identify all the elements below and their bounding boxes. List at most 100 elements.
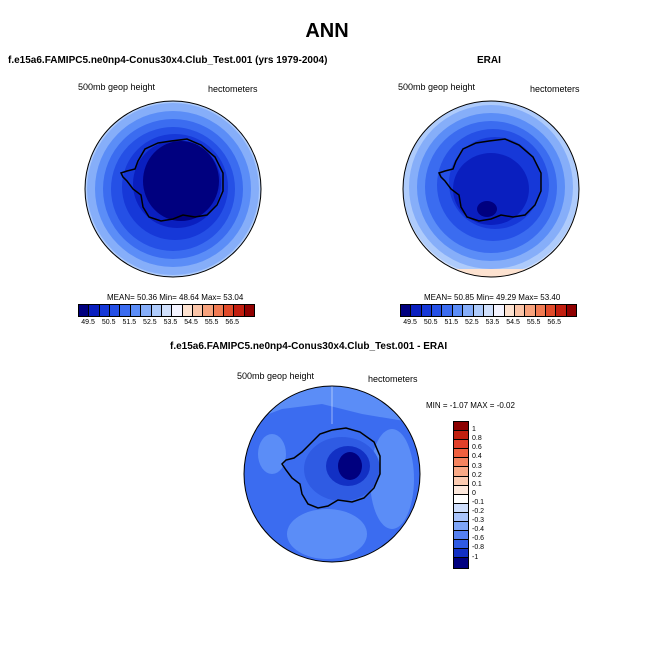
colorbar-tick-label: 53.5 (163, 319, 178, 326)
colorbar-swatch (411, 305, 422, 316)
diff-panel-title: f.e15a6.FAMIPC5.ne0np4-Conus30x4.Club_Te… (170, 341, 448, 352)
colorbar-swatch (454, 485, 468, 495)
colorbar-swatch (454, 549, 468, 559)
colorbar-swatch (454, 522, 468, 532)
antarctica-coastline (119, 138, 224, 222)
colorbar-swatch (244, 305, 255, 316)
colorbar-swatch (454, 458, 468, 468)
colorbar-tick-label: 51.5 (122, 319, 137, 326)
colorbar-tick-label: -0.8 (472, 544, 485, 552)
left-panel-title: f.e15a6.FAMIPC5.ne0np4-Conus30x4.Club_Te… (8, 55, 328, 66)
diff-stats: MIN = -1.07 MAX = -0.02 (426, 401, 515, 410)
colorbar-swatch (546, 305, 557, 316)
colorbar-swatch (213, 305, 225, 316)
left-colorbar-labels: 49.5 50.5 51.5 52.5 53.5 54.5 55.5 56.5 (78, 319, 253, 329)
diff-colorbar (453, 421, 469, 569)
colorbar-tick-label: 52.5 (465, 319, 479, 326)
colorbar-swatch (452, 305, 464, 316)
colorbar-swatch (454, 558, 468, 568)
colorbar-swatch (454, 531, 468, 541)
colorbar-swatch (494, 305, 505, 316)
colorbar-tick-label: 0.4 (472, 453, 482, 461)
colorbar-tick-label: 56.5 (225, 319, 240, 326)
colorbar-swatch (99, 305, 111, 316)
colorbar-tick-label: 0.6 (472, 444, 482, 452)
colorbar-tick-label: 52.5 (143, 319, 157, 326)
colorbar-swatch (454, 431, 468, 441)
colorbar-swatch (120, 305, 131, 316)
colorbar-tick-label: 49.5 (403, 319, 417, 326)
left-stats: MEAN= 50.36 Min= 48.64 Max= 53.04 (107, 293, 244, 302)
colorbar-tick-label: -0.2 (472, 508, 485, 515)
colorbar-swatch (89, 305, 100, 316)
colorbar-tick-label: 1 (472, 426, 476, 434)
colorbar-tick-label: -0.6 (472, 535, 485, 543)
colorbar-swatch (535, 305, 547, 316)
diff-units-label: hectometers (368, 374, 418, 384)
colorbar-tick-label: 54.5 (184, 319, 198, 326)
colorbar-tick-label: -0.4 (472, 526, 485, 534)
left-units-label: hectometers (208, 84, 258, 94)
antarctica-coastline (437, 138, 542, 222)
antarctica-coastline (281, 427, 381, 509)
colorbar-swatch (432, 305, 443, 316)
right-stats: MEAN= 50.85 Min= 49.29 Max= 53.40 (424, 293, 561, 302)
colorbar-swatch (151, 305, 162, 316)
colorbar-swatch (401, 305, 412, 316)
colorbar-swatch (141, 305, 152, 316)
colorbar-tick-label: -0.3 (472, 517, 485, 525)
colorbar-swatch (473, 305, 484, 316)
colorbar-swatch (182, 305, 193, 316)
right-units-label: hectometers (530, 84, 580, 94)
colorbar-tick-label: 0 (472, 489, 476, 497)
colorbar-tick-label: -1 (472, 553, 479, 561)
colorbar-tick-label: 49.5 (81, 319, 95, 326)
colorbar-swatch (525, 305, 536, 316)
colorbar-tick-label: 56.5 (547, 319, 562, 326)
colorbar-swatch (556, 305, 567, 316)
colorbar-tick-label: -0.1 (472, 498, 485, 506)
colorbar-swatch (130, 305, 142, 316)
colorbar-swatch (454, 449, 468, 459)
colorbar-swatch (483, 305, 495, 316)
colorbar-swatch (454, 512, 468, 523)
right-panel-title: ERAI (477, 55, 501, 66)
colorbar-swatch (203, 305, 214, 316)
colorbar-tick-label: 53.5 (485, 319, 500, 326)
colorbar-swatch (454, 440, 468, 450)
right-colorbar (400, 304, 577, 317)
colorbar-swatch (454, 476, 468, 486)
colorbar-swatch (504, 305, 515, 316)
colorbar-swatch (454, 422, 468, 432)
right-polar-map (402, 100, 580, 278)
colorbar-swatch (161, 305, 173, 316)
colorbar-tick-label: 0.8 (472, 435, 482, 443)
colorbar-swatch (192, 305, 204, 316)
diff-colorbar-labels: 1 0.8 0.6 0.4 0.3 0.2 0.1 0 -0.1 -0.2 -0.3 -0.4 -0.6… (472, 421, 502, 571)
colorbar-swatch (454, 503, 468, 513)
colorbar-swatch (454, 540, 468, 550)
colorbar-swatch (110, 305, 121, 316)
colorbar-swatch (224, 305, 235, 316)
right-field-label: 500mb geop height (398, 82, 476, 92)
colorbar-swatch (172, 305, 183, 316)
colorbar-tick-label: 55.5 (204, 319, 219, 326)
colorbar-swatch (79, 305, 90, 316)
colorbar-tick-label: 51.5 (444, 319, 459, 326)
colorbar-swatch (442, 305, 453, 316)
colorbar-swatch (234, 305, 245, 316)
colorbar-swatch (454, 494, 468, 504)
colorbar-swatch (566, 305, 577, 316)
diff-field-label: 500mb geop height (237, 371, 315, 381)
colorbar-tick-label: 54.5 (506, 319, 520, 326)
colorbar-tick-label: 0.3 (472, 462, 482, 470)
colorbar-tick-label: 0.1 (472, 480, 482, 488)
colorbar-swatch (463, 305, 474, 316)
colorbar-swatch (514, 305, 526, 316)
right-colorbar-labels: 49.5 50.5 51.5 52.5 53.5 54.5 55.5 56.5 (400, 319, 575, 329)
colorbar-tick-label: 55.5 (526, 319, 541, 326)
left-polar-map (84, 100, 262, 278)
diff-polar-map (243, 385, 421, 563)
colorbar-tick-label: 0.2 (472, 471, 482, 479)
colorbar-tick-label: 50.5 (101, 319, 116, 326)
